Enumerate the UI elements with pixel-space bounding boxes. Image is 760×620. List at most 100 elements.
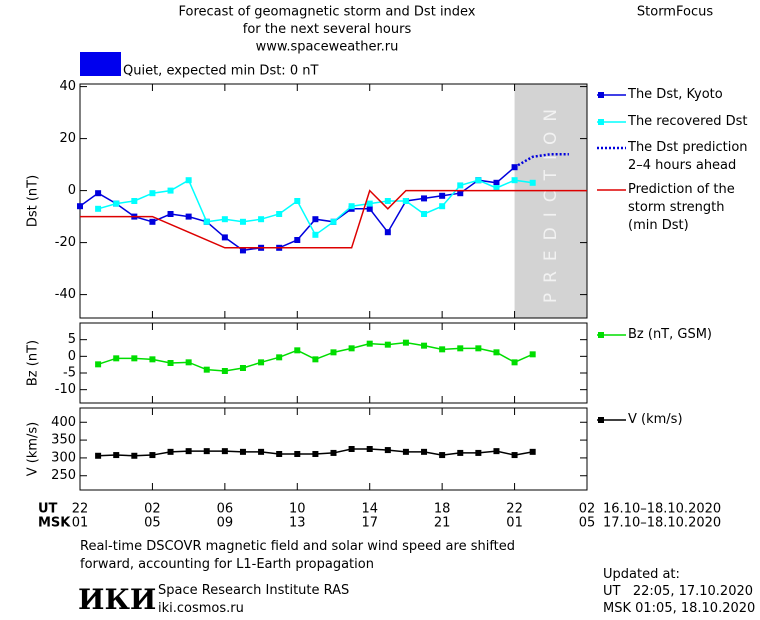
series-marker [439, 192, 446, 199]
updated: MSK 01:05, 18.10.2020 [603, 601, 756, 616]
series-marker [239, 365, 246, 371]
series-marker [239, 448, 246, 455]
y-tick-label: -10 [55, 382, 76, 397]
y-tick-label: -5 [63, 366, 76, 381]
series-marker [258, 216, 265, 223]
y-tick-label: 300 [51, 450, 76, 465]
series-marker [457, 190, 464, 197]
series-marker [493, 448, 500, 455]
prediction-label: PREDICTION [541, 99, 561, 303]
y-tick-label: -20 [55, 235, 76, 250]
series-marker [348, 203, 355, 210]
legend-label: The recovered Dst [628, 114, 748, 129]
institute: iki.cosmos.ru [158, 601, 244, 616]
y-axis-label: Bz (nT) [26, 340, 41, 386]
series-marker [131, 452, 138, 459]
series-marker [475, 177, 482, 184]
series-marker [294, 450, 301, 457]
series-marker [348, 446, 355, 452]
series-marker [131, 355, 138, 362]
x-tick-label-ut: 06 [217, 502, 234, 517]
legend-marker [598, 119, 604, 125]
series-marker [421, 195, 428, 202]
x-tick-label-ut: 10 [289, 502, 306, 517]
series-marker [348, 345, 355, 352]
series-marker [439, 452, 446, 459]
x-tick-label-msk: 17 [361, 516, 378, 531]
series-marker [185, 177, 192, 184]
series-marker [276, 211, 283, 217]
x-range: 16.10–18.10.2020 [603, 502, 721, 517]
y-axis-label: Dst (nT) [26, 175, 41, 227]
status-swatch [80, 52, 121, 76]
series-marker [493, 349, 500, 356]
series-marker [95, 205, 102, 212]
series-marker [294, 347, 301, 354]
plot-frame [79, 83, 588, 319]
series-marker [149, 356, 156, 363]
series-marker [149, 190, 156, 197]
series-marker [221, 448, 228, 455]
x-range: 17.10–18.10.2020 [603, 516, 721, 531]
footer-note: forward, accounting for L1-Earth propaga… [80, 557, 374, 572]
y-tick-label: 400 [51, 415, 76, 430]
brand: StormFocus [637, 5, 713, 20]
series-marker [149, 452, 156, 459]
logo: ИКИ [78, 583, 157, 616]
series-marker [221, 234, 228, 241]
x-tick-label-ut: 14 [361, 502, 378, 517]
series-marker [421, 211, 428, 217]
x-tick-label-msk: 21 [434, 516, 451, 531]
series-marker [239, 247, 246, 254]
status-label: Quiet, expected min Dst: 0 nT [123, 64, 318, 79]
y-tick-label: -40 [55, 287, 76, 302]
series-marker [203, 448, 210, 455]
series-marker [221, 216, 228, 223]
series-marker [77, 203, 83, 210]
series-marker [95, 452, 102, 459]
legend-marker [598, 92, 604, 98]
plot-frame [79, 407, 588, 491]
series-marker [366, 446, 373, 452]
series-marker [312, 356, 319, 363]
x-tick-label-ut: 22 [506, 502, 523, 517]
title-line: for the next several hours [243, 22, 412, 37]
series-marker [439, 203, 446, 210]
series-marker [457, 182, 464, 189]
series-marker [95, 190, 102, 197]
series-marker [384, 229, 391, 236]
series-marker [421, 342, 428, 349]
series-marker [366, 205, 373, 212]
legend-label: The Dst prediction 2–4 hours ahead [628, 140, 748, 173]
series-marker [384, 341, 391, 348]
prediction-region [514, 84, 587, 318]
series-marker [113, 452, 120, 459]
series-marker [167, 187, 174, 194]
footer-note: Real-time DSCOVR magnetic field and sola… [80, 539, 516, 554]
series-marker [113, 355, 120, 362]
series-marker [529, 179, 536, 186]
series-marker [511, 359, 518, 366]
series-marker [149, 218, 156, 225]
x-tick-label-msk: 01 [506, 516, 523, 531]
title-line: Forecast of geomagnetic storm and Dst in… [178, 5, 475, 20]
x-tick-label-ut: 18 [434, 502, 451, 517]
series-marker [312, 450, 319, 457]
y-tick-label: 350 [51, 433, 76, 448]
x-tick-label-msk: 01 [72, 516, 89, 531]
x-tick-label-ut: 22 [72, 502, 89, 517]
legend-label: V (km/s) [628, 412, 683, 427]
legend-label: The Dst, Kyoto [628, 87, 723, 102]
series-marker [366, 340, 373, 347]
series-marker [185, 213, 192, 220]
series-marker [529, 448, 536, 455]
x-row-label: MSK [38, 516, 71, 531]
series-marker [203, 366, 210, 373]
series-marker [511, 452, 518, 459]
x-tick-label-msk: 09 [217, 516, 234, 531]
series-marker [167, 448, 174, 455]
series-marker [221, 368, 228, 374]
series-marker [131, 198, 138, 204]
